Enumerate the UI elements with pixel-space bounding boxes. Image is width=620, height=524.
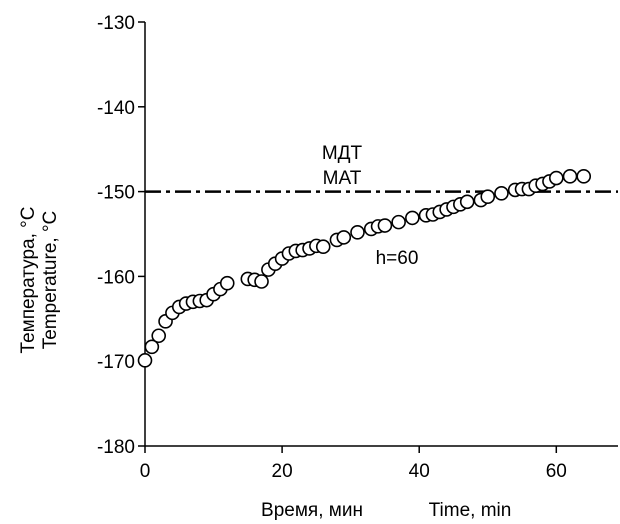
data-points	[137, 169, 592, 368]
reference-label-en: MAT	[323, 168, 362, 189]
annotation-h: h=60	[376, 248, 419, 269]
x-axis-label-ru: Время, мин	[261, 500, 363, 521]
x-tick-label: 60	[546, 461, 567, 482]
data-point	[151, 328, 167, 344]
data-point	[549, 170, 564, 186]
data-point	[459, 194, 475, 210]
data-point	[377, 218, 393, 233]
data-point	[219, 275, 235, 291]
data-point	[576, 169, 592, 184]
x-tick-label: 20	[272, 461, 293, 482]
y-tick-label: -150	[97, 183, 135, 204]
data-point	[405, 210, 420, 226]
data-point	[350, 225, 365, 240]
y-axis-label-en: Temperature, °C	[40, 211, 61, 350]
data-point	[494, 185, 509, 201]
y-tick-label: -140	[97, 98, 135, 119]
x-tick-label: 0	[140, 461, 151, 482]
data-point	[480, 189, 496, 204]
data-point	[391, 214, 406, 230]
data-point	[562, 169, 578, 184]
y-tick-label: -160	[97, 267, 135, 288]
reference-label-ru: МДТ	[322, 143, 363, 164]
data-point	[144, 339, 160, 355]
data-point	[315, 239, 331, 255]
y-tick-label: -130	[97, 13, 135, 34]
data-point	[336, 230, 352, 245]
x-tick-label: 40	[409, 461, 430, 482]
y-tick-label: -170	[97, 352, 135, 373]
y-axis-label-ru: Температура, °C	[18, 207, 39, 354]
data-point	[137, 353, 153, 368]
x-axis-label-en: Time, min	[429, 500, 512, 521]
y-tick-label: -180	[97, 437, 135, 458]
data-point	[254, 274, 269, 289]
